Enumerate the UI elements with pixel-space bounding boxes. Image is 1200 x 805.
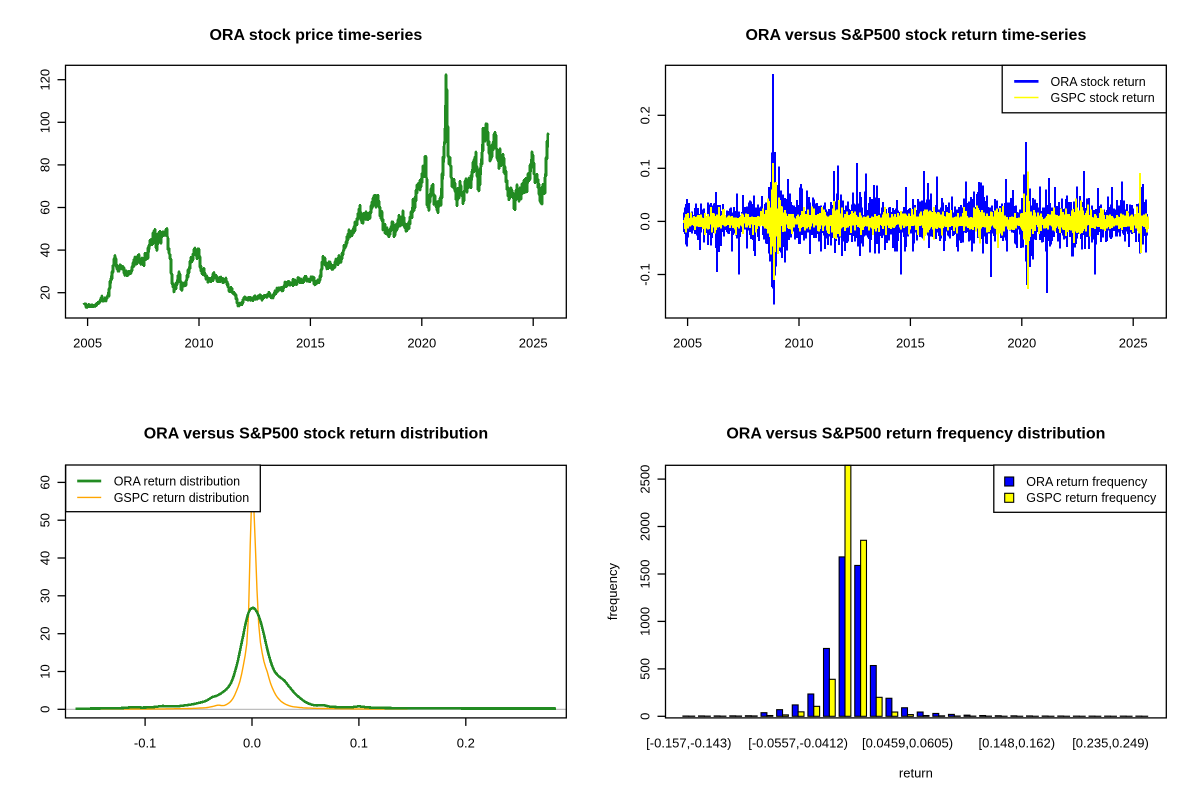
svg-text:GSPC return distribution: GSPC return distribution bbox=[114, 491, 250, 505]
svg-text:2015: 2015 bbox=[896, 336, 925, 351]
svg-text:0.2: 0.2 bbox=[457, 736, 475, 751]
svg-text:[-0.0557,-0.0412): [-0.0557,-0.0412) bbox=[748, 736, 848, 751]
svg-text:GSPC return frequency: GSPC return frequency bbox=[1026, 491, 1157, 505]
svg-text:ORA versus S&P500 stock return: ORA versus S&P500 stock return time-seri… bbox=[745, 27, 1086, 44]
svg-text:ORA return distribution: ORA return distribution bbox=[114, 475, 240, 489]
svg-text:60: 60 bbox=[38, 475, 53, 489]
svg-text:2000: 2000 bbox=[638, 512, 653, 541]
svg-text:120: 120 bbox=[38, 69, 53, 91]
svg-text:40: 40 bbox=[38, 551, 53, 565]
svg-text:80: 80 bbox=[38, 158, 53, 172]
svg-text:0.1: 0.1 bbox=[350, 736, 368, 751]
svg-text:-0.1: -0.1 bbox=[638, 263, 653, 285]
svg-text:[0.148,0.162): [0.148,0.162) bbox=[978, 736, 1055, 751]
svg-text:2025: 2025 bbox=[1119, 336, 1148, 351]
svg-text:30: 30 bbox=[38, 589, 53, 603]
svg-text:2025: 2025 bbox=[519, 336, 548, 351]
svg-text:0.0: 0.0 bbox=[243, 736, 261, 751]
svg-text:2020: 2020 bbox=[407, 336, 436, 351]
svg-text:1000: 1000 bbox=[638, 607, 653, 636]
svg-text:40: 40 bbox=[38, 243, 53, 257]
svg-text:100: 100 bbox=[38, 111, 53, 133]
svg-text:2010: 2010 bbox=[785, 336, 814, 351]
svg-text:ORA versus S&P500 stock return: ORA versus S&P500 stock return distribut… bbox=[144, 426, 488, 443]
svg-text:2005: 2005 bbox=[673, 336, 702, 351]
svg-text:10: 10 bbox=[38, 664, 53, 678]
svg-text:0.1: 0.1 bbox=[638, 159, 653, 177]
svg-text:ORA stock return: ORA stock return bbox=[1051, 75, 1146, 89]
svg-text:0.2: 0.2 bbox=[638, 106, 653, 124]
svg-text:[-0.157,-0.143): [-0.157,-0.143) bbox=[646, 736, 731, 751]
svg-text:frequency: frequency bbox=[605, 563, 620, 621]
svg-text:2010: 2010 bbox=[185, 336, 214, 351]
svg-text:[0.235,0.249): [0.235,0.249) bbox=[1072, 736, 1149, 751]
svg-text:0: 0 bbox=[638, 713, 653, 720]
svg-text:ORA return frequency: ORA return frequency bbox=[1026, 475, 1148, 489]
svg-text:GSPC stock return: GSPC stock return bbox=[1051, 91, 1155, 105]
svg-text:2005: 2005 bbox=[73, 336, 102, 351]
svg-text:-0.1: -0.1 bbox=[134, 736, 156, 751]
svg-text:2015: 2015 bbox=[296, 336, 325, 351]
svg-text:[0.0459,0.0605): [0.0459,0.0605) bbox=[862, 736, 953, 751]
svg-text:20: 20 bbox=[38, 626, 53, 640]
svg-text:1500: 1500 bbox=[638, 560, 653, 589]
svg-text:60: 60 bbox=[38, 200, 53, 214]
svg-text:ORA versus S&P500 return frequ: ORA versus S&P500 return frequency distr… bbox=[726, 426, 1105, 443]
svg-text:0.0: 0.0 bbox=[638, 212, 653, 230]
svg-text:ORA stock price time-series: ORA stock price time-series bbox=[209, 27, 422, 44]
svg-text:2020: 2020 bbox=[1007, 336, 1036, 351]
svg-text:500: 500 bbox=[638, 658, 653, 680]
svg-text:20: 20 bbox=[38, 285, 53, 299]
svg-text:0: 0 bbox=[38, 706, 53, 713]
svg-text:2500: 2500 bbox=[638, 465, 653, 494]
svg-text:return: return bbox=[899, 766, 933, 781]
svg-text:50: 50 bbox=[38, 513, 53, 527]
